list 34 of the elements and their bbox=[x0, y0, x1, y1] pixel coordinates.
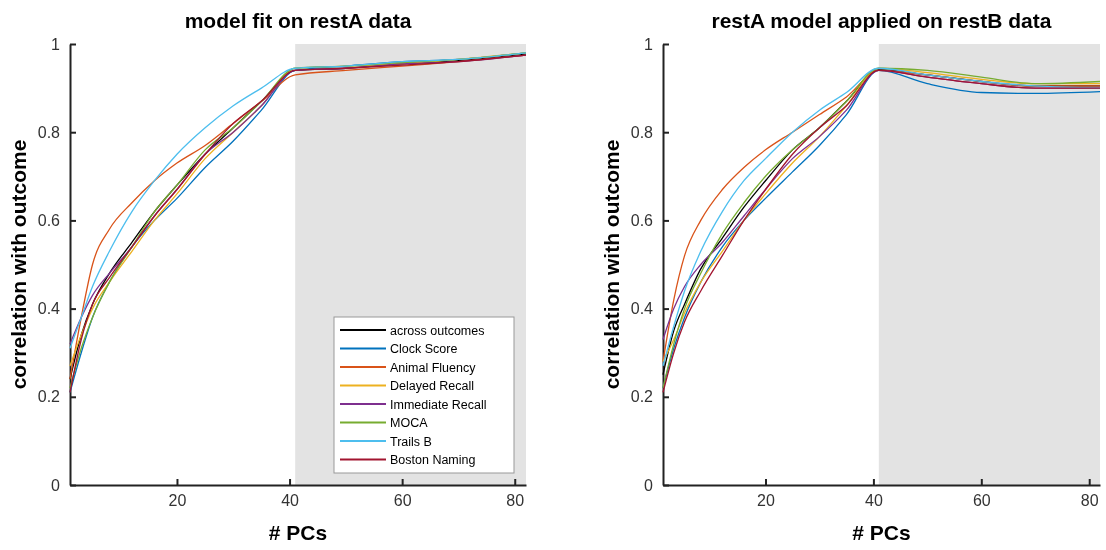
x-tick-label: 80 bbox=[1080, 492, 1099, 510]
x-tick-label: 60 bbox=[393, 492, 412, 510]
x-axis-title: # PCs bbox=[852, 521, 911, 544]
y-axis-title: correlation with outcome bbox=[7, 139, 30, 390]
y-tick-label: 1 bbox=[51, 35, 61, 53]
y-tick-label: 0.2 bbox=[37, 388, 61, 406]
y-tick-label: 1 bbox=[644, 35, 654, 53]
y-tick-label: 0 bbox=[51, 476, 61, 494]
legend-label: Clock Score bbox=[390, 342, 458, 356]
x-tick-label: 60 bbox=[972, 492, 991, 510]
y-tick-label: 0.6 bbox=[37, 212, 61, 230]
y-tick-label: 0.8 bbox=[37, 123, 61, 141]
y-axis-title: correlation with outcome bbox=[600, 139, 623, 390]
y-tick-label: 0.2 bbox=[630, 388, 654, 406]
chart-title: model fit on restA data bbox=[184, 9, 412, 32]
y-tick-label: 0.8 bbox=[630, 123, 654, 141]
x-tick-label: 20 bbox=[757, 492, 776, 510]
chart-title: restA model applied on restB data bbox=[711, 9, 1052, 32]
y-tick-label: 0.4 bbox=[37, 300, 61, 318]
legend-label: Trails B bbox=[390, 434, 432, 449]
x-tick-label: 20 bbox=[168, 492, 187, 510]
y-tick-label: 0.6 bbox=[630, 212, 654, 230]
x-axis-title: # PCs bbox=[268, 521, 328, 544]
legend-label: Animal Fluency bbox=[390, 360, 477, 375]
y-tick-label: 0.4 bbox=[630, 300, 654, 318]
legend-label: Delayed Recall bbox=[390, 379, 475, 393]
x-tick-label: 80 bbox=[506, 492, 525, 510]
legend-label: MOCA bbox=[390, 416, 429, 430]
x-tick-label: 40 bbox=[865, 492, 883, 510]
y-tick-label: 0 bbox=[644, 476, 654, 494]
legend-label: Immediate Recall bbox=[390, 397, 487, 412]
legend-label: Boston Naming bbox=[390, 453, 476, 467]
legend-label: across outcomes bbox=[390, 323, 485, 338]
x-tick-label: 40 bbox=[281, 492, 300, 510]
